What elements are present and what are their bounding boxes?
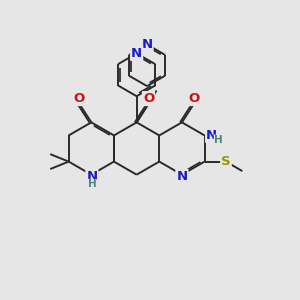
Text: H: H	[214, 135, 223, 145]
Text: N: N	[86, 170, 98, 183]
Text: N: N	[142, 38, 153, 51]
Text: O: O	[188, 92, 200, 105]
Text: N: N	[206, 129, 217, 142]
Text: O: O	[143, 92, 154, 105]
Text: S: S	[221, 155, 231, 168]
Text: O: O	[74, 92, 85, 105]
Text: N: N	[131, 47, 142, 60]
Text: H: H	[88, 179, 96, 189]
Text: N: N	[176, 170, 188, 183]
